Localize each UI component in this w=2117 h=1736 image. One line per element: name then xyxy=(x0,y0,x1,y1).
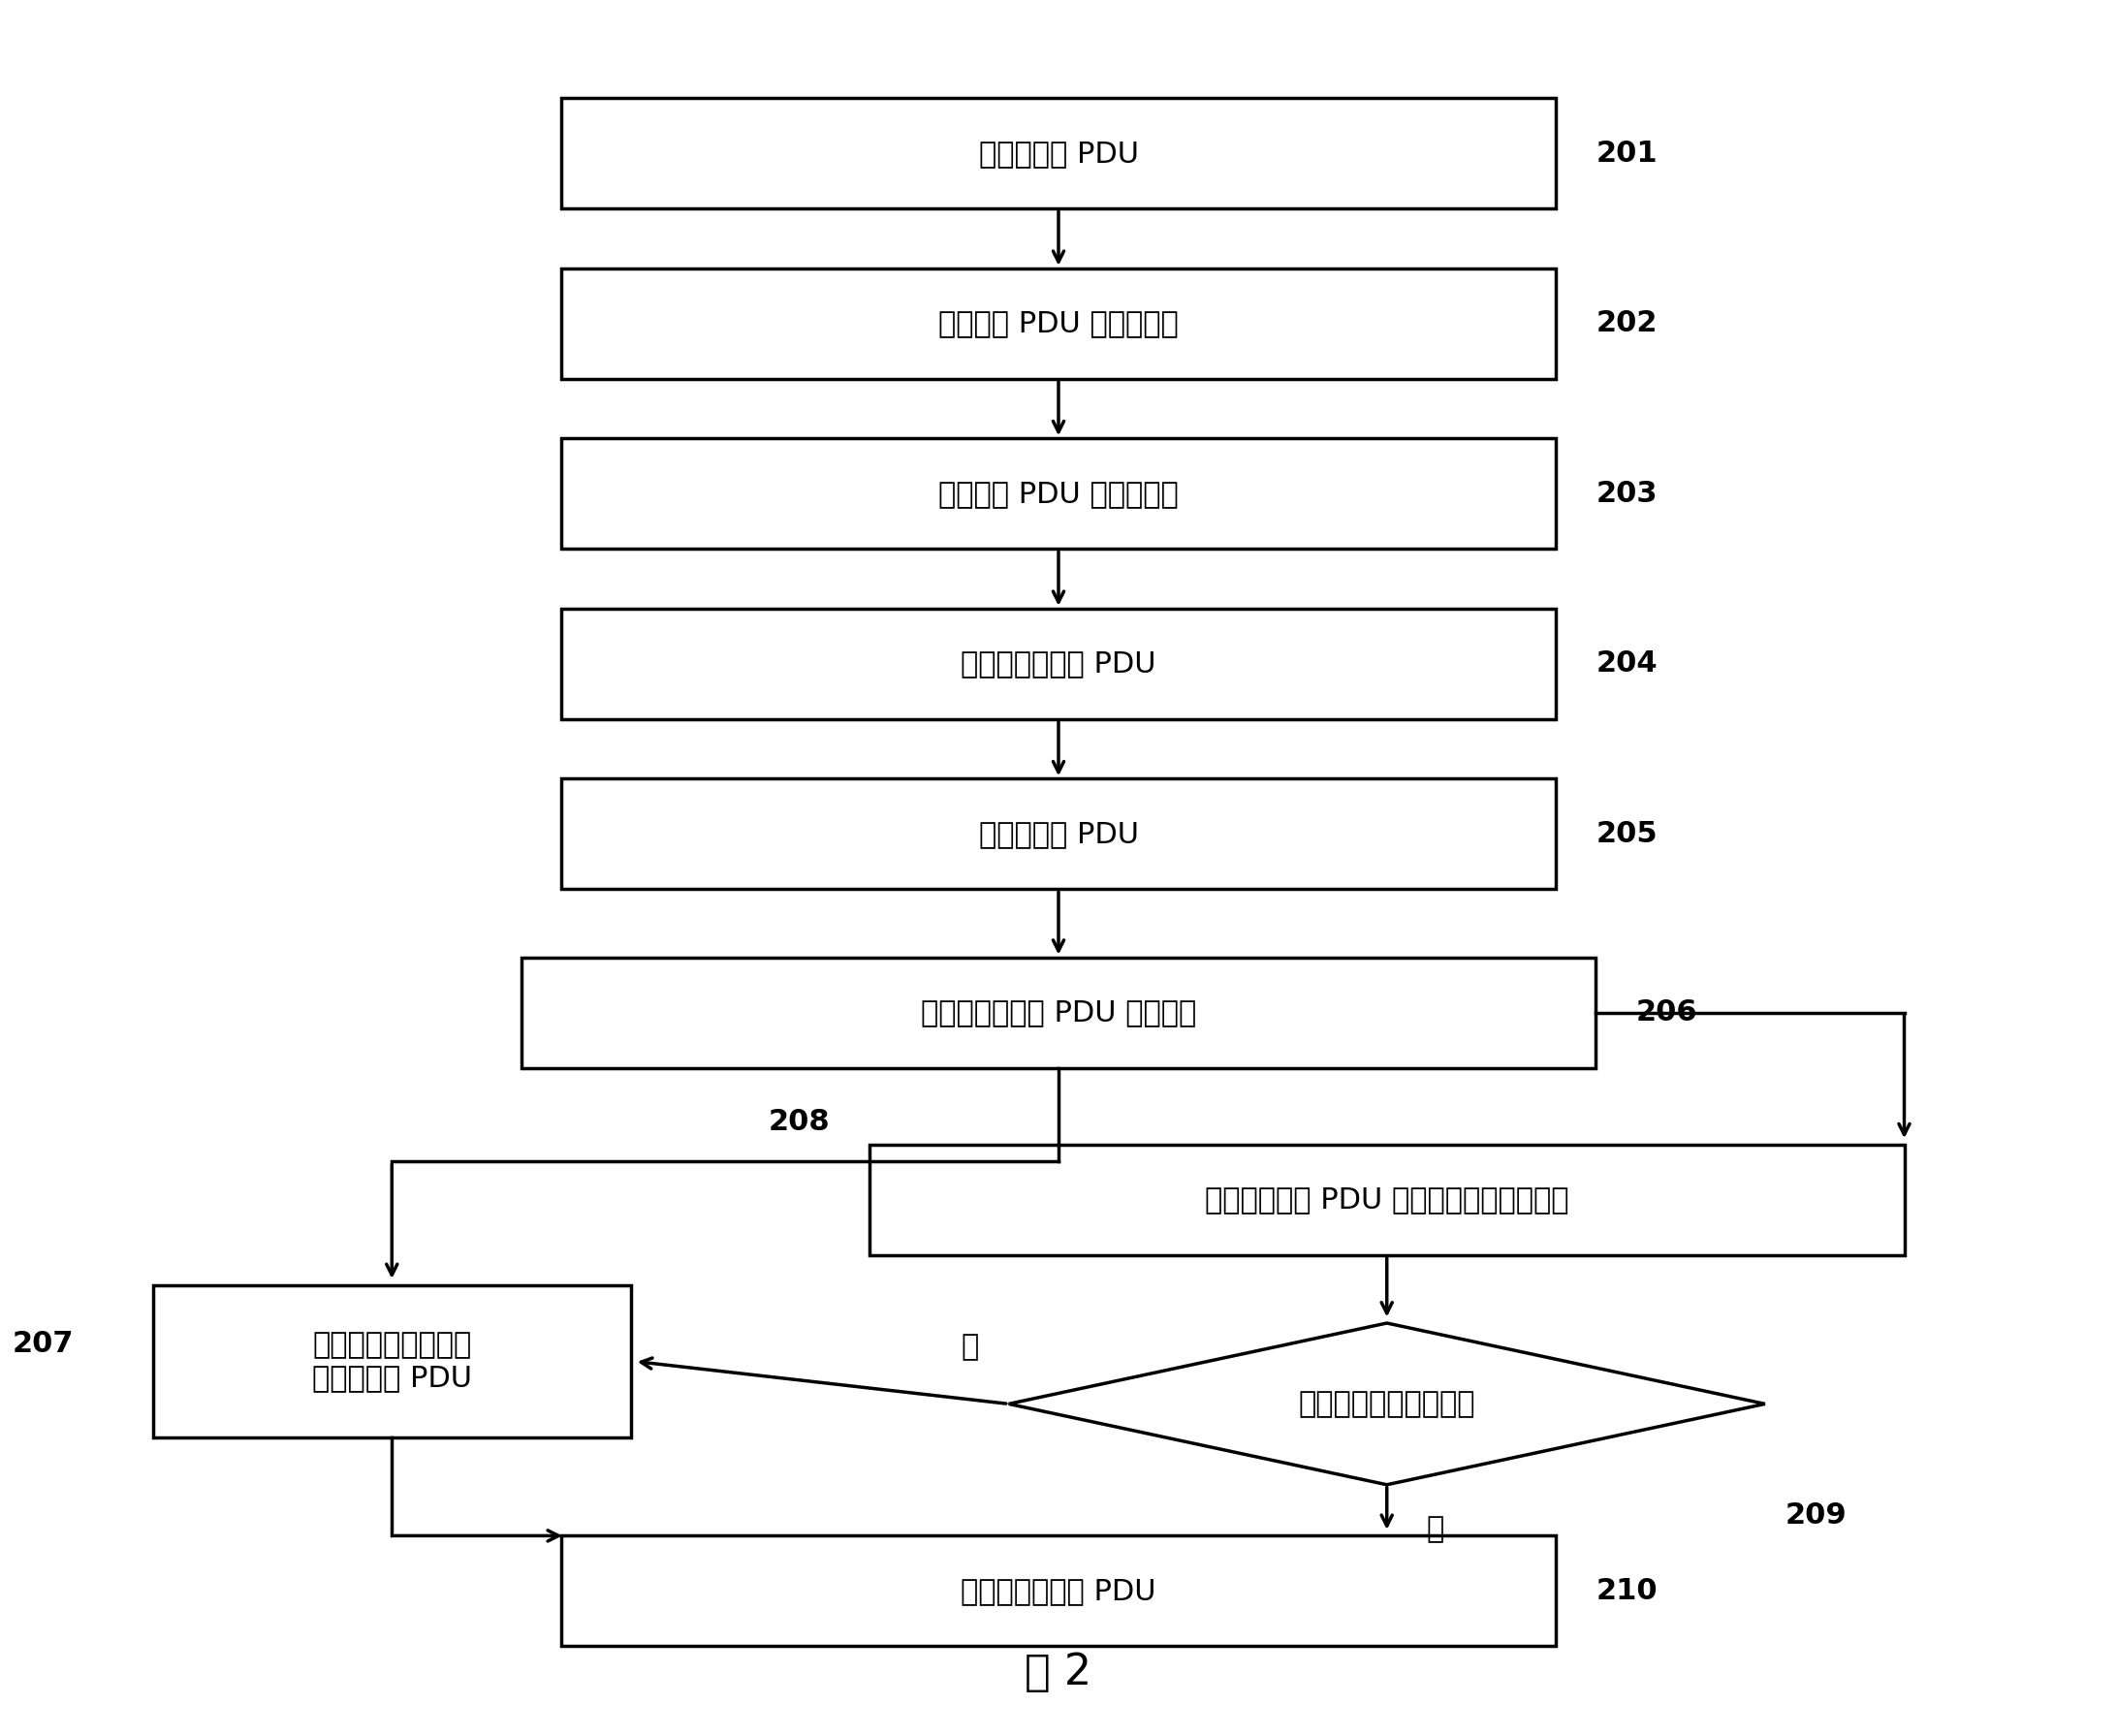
Text: 209: 209 xyxy=(1785,1502,1846,1529)
FancyBboxPatch shape xyxy=(561,439,1556,549)
Text: 是: 是 xyxy=(1427,1516,1444,1543)
Text: 否: 否 xyxy=(961,1333,978,1361)
Text: 传送所选的 PDU: 传送所选的 PDU xyxy=(978,819,1139,847)
Text: 201: 201 xyxy=(1596,139,1658,167)
Text: 将未被选择的 PDU 的敏感度值与阈值比较: 将未被选择的 PDU 的敏感度值与阈值比较 xyxy=(1205,1186,1569,1213)
FancyBboxPatch shape xyxy=(521,957,1596,1068)
Text: 选择用于传送的 PDU: 选择用于传送的 PDU xyxy=(961,649,1156,677)
Text: 比较每个 PDU 的敏感度值: 比较每个 PDU 的敏感度值 xyxy=(938,479,1179,507)
FancyBboxPatch shape xyxy=(561,269,1556,378)
FancyBboxPatch shape xyxy=(561,99,1556,208)
Text: 206: 206 xyxy=(1636,998,1698,1026)
FancyBboxPatch shape xyxy=(561,609,1556,719)
Text: 210: 210 xyxy=(1596,1576,1658,1606)
Text: 传送未被选择的 PDU: 传送未被选择的 PDU xyxy=(961,1576,1156,1606)
Text: 202: 202 xyxy=(1596,309,1658,337)
Text: 207: 207 xyxy=(13,1330,74,1358)
Polygon shape xyxy=(1010,1323,1766,1484)
FancyBboxPatch shape xyxy=(561,1536,1556,1646)
FancyBboxPatch shape xyxy=(870,1144,1905,1255)
Text: 敏感度值是否好于阈值: 敏感度值是否好于阈值 xyxy=(1298,1391,1476,1418)
Text: 重新加扰并重新调制
未被选择的 PDU: 重新加扰并重新调制 未被选择的 PDU xyxy=(311,1332,472,1392)
Text: 通知接收器关于 PDU 接收地址: 通知接收器关于 PDU 接收地址 xyxy=(921,998,1196,1026)
FancyBboxPatch shape xyxy=(152,1285,631,1437)
FancyBboxPatch shape xyxy=(561,779,1556,889)
Text: 204: 204 xyxy=(1596,649,1658,677)
Text: 确定每个 PDU 的敏感度值: 确定每个 PDU 的敏感度值 xyxy=(938,309,1179,337)
Text: 图 2: 图 2 xyxy=(1025,1651,1092,1693)
Text: 203: 203 xyxy=(1596,479,1658,507)
Text: 加扰并调制 PDU: 加扰并调制 PDU xyxy=(978,139,1139,167)
Text: 208: 208 xyxy=(768,1108,830,1135)
Text: 205: 205 xyxy=(1596,819,1658,847)
